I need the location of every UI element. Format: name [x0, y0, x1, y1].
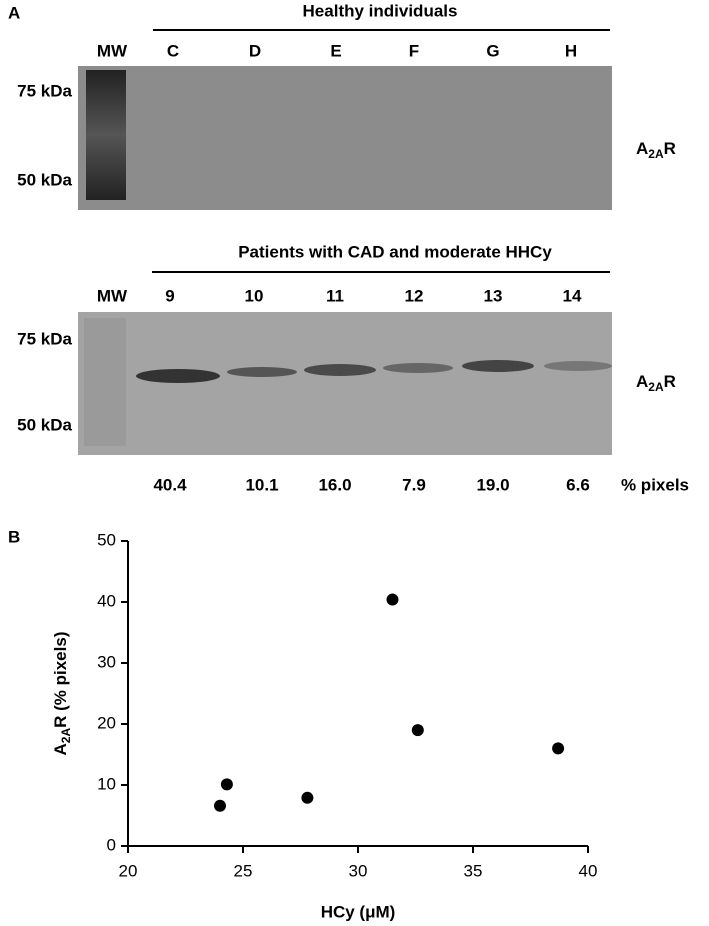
- quantification-value: 19.0: [476, 475, 509, 494]
- panel-label: A: [8, 3, 20, 22]
- y-axis-label-subscript: 2A: [59, 728, 73, 744]
- protein-subscript: 2A: [648, 380, 664, 394]
- y-tick-label: 40: [97, 591, 116, 610]
- y-axis-label-part: A: [51, 743, 70, 755]
- protein-name: R: [664, 139, 676, 158]
- lane-label: 14: [563, 286, 582, 305]
- point: [301, 791, 314, 804]
- lane-label: F: [409, 41, 419, 60]
- band: [304, 364, 376, 376]
- blot-header: Healthy individuals: [303, 1, 458, 20]
- quantification-value: 16.0: [318, 475, 351, 494]
- x-axis-label: HCy (μM): [321, 902, 396, 921]
- y-tick-label: 30: [97, 652, 116, 671]
- lane-label: E: [330, 41, 341, 60]
- band: [544, 361, 612, 371]
- marker-label: 50 kDa: [17, 170, 72, 189]
- lane-label: 12: [405, 286, 424, 305]
- lane-label: 13: [484, 286, 503, 305]
- y-tick-label: 0: [107, 835, 116, 854]
- point: [220, 778, 233, 791]
- quantification-value: 10.1: [245, 475, 278, 494]
- blot-header: Patients with CAD and moderate HHCy: [238, 242, 552, 261]
- quantification-value: 40.4: [153, 475, 187, 494]
- marker-label: 50 kDa: [17, 415, 72, 434]
- band: [383, 363, 453, 373]
- lane-label: H: [565, 41, 577, 60]
- y-tick-label: 10: [97, 774, 116, 793]
- lane-label: MW: [97, 286, 128, 305]
- bands: [136, 360, 612, 383]
- lane-labels: MW 9 10 11 12 13 14: [97, 286, 582, 305]
- x-tick-label: 30: [349, 861, 368, 880]
- quantification-value: 6.6: [566, 475, 590, 494]
- lane-label: 10: [245, 286, 264, 305]
- y-axis-label: A2AR (% pixels): [51, 632, 73, 756]
- quantification: 40.4 10.1 16.0 7.9 19.0 6.6: [153, 475, 589, 494]
- protein-subscript: 2A: [648, 147, 664, 161]
- point: [386, 593, 399, 606]
- panel-label: B: [8, 527, 20, 546]
- y-tick-label: 50: [97, 530, 116, 549]
- lane-labels: MW C D E F G H: [97, 41, 577, 60]
- y-tick-label: 20: [97, 713, 116, 732]
- point: [214, 799, 226, 812]
- lane-label: 9: [165, 286, 174, 305]
- point: [411, 724, 424, 737]
- lane-label: MW: [97, 41, 128, 60]
- point: [552, 742, 565, 755]
- protein-name: A: [636, 139, 648, 158]
- marker-label: 75 kDa: [17, 329, 72, 348]
- ladder: [86, 70, 126, 200]
- lane-label: G: [486, 41, 499, 60]
- ladder: [84, 318, 126, 446]
- quantification-unit: % pixels: [621, 475, 689, 494]
- lane-label: D: [249, 41, 261, 60]
- blot-image: [78, 312, 612, 455]
- lane-label: C: [167, 41, 179, 60]
- lane-label: 11: [326, 286, 344, 305]
- quantification-value: 7.9: [402, 475, 426, 494]
- x-tick-label: 20: [119, 861, 138, 880]
- protein-label: A2AR: [636, 139, 676, 161]
- band: [227, 367, 297, 377]
- y-axis-label-part: R (% pixels): [51, 632, 70, 728]
- band: [462, 360, 534, 372]
- protein-label: A2AR: [636, 372, 676, 394]
- x-tick-label: 40: [579, 861, 598, 880]
- scatter-chart: 0 10 20 30 40 50 20 25 30 35 40 HCy (μM) A2AR (% pix…: [51, 530, 597, 921]
- x-tick-label: 35: [464, 861, 483, 880]
- band: [136, 369, 220, 383]
- blot-image: [78, 66, 612, 210]
- marker-label: 75 kDa: [17, 81, 72, 100]
- protein-name: A: [636, 372, 648, 391]
- x-tick-label: 25: [234, 861, 253, 880]
- protein-name: R: [664, 372, 676, 391]
